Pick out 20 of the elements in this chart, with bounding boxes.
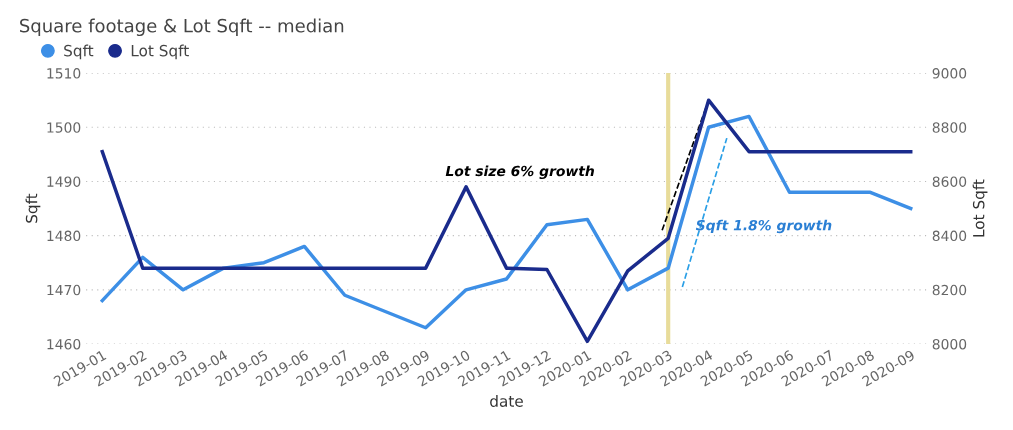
- y2-tick-label: 8800: [932, 122, 967, 133]
- y2-tick-label: 8200: [932, 284, 967, 296]
- x-axis-title: date: [490, 395, 523, 407]
- annotation: Sqft 1.8% growth: [695, 219, 832, 234]
- y2-tick-label: 8400: [932, 230, 967, 242]
- y-tick-label: 1480: [47, 230, 81, 242]
- y2-tick-label: 9000: [932, 68, 967, 79]
- legend-label: Lot Sqft: [131, 44, 189, 60]
- y2-tick-label: 8600: [932, 176, 967, 187]
- chart-title: Square footage & Lot Sqft -- median: [20, 18, 344, 37]
- y-tick-label: 1460: [47, 338, 81, 350]
- y-tick-label: 1490: [47, 176, 81, 187]
- legend-label: Sqft: [64, 44, 94, 60]
- y-tick-label: 1500: [47, 122, 81, 133]
- annotation: Lot size 6% growth: [445, 165, 594, 180]
- y2-tick-label: 8000: [932, 338, 967, 350]
- y-tick-label: 1510: [47, 68, 81, 79]
- y-tick-label: 1470: [47, 284, 81, 296]
- y-axis-title: Sqft: [25, 193, 41, 223]
- y2-axis-title: Lot Sqft: [972, 179, 988, 237]
